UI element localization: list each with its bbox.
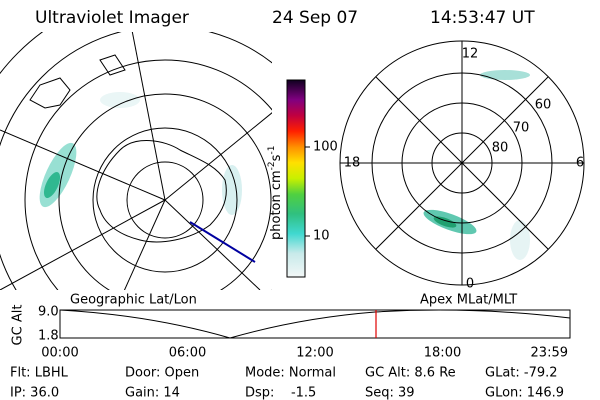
info-field: Flt: LBHL	[10, 366, 69, 381]
info-field: IP: 36.0	[10, 386, 59, 400]
mlt-label: 18	[344, 156, 361, 171]
date: 24 Sep 07	[272, 8, 358, 28]
info-field: GLat: -79.2	[485, 366, 558, 381]
panel-label: Apex MLat/MLT	[420, 293, 517, 308]
timeline-ytick: 9.0	[38, 305, 59, 320]
info-field: Seq: 39	[365, 386, 415, 400]
timeline	[59, 309, 571, 339]
timeline-xtick: 23:59	[531, 346, 568, 361]
geographic-image	[0, 32, 272, 290]
info-field: Mode: Normal	[245, 366, 336, 381]
colorbar-tick: 10	[313, 229, 330, 244]
time: 14:53:47 UT	[430, 8, 535, 28]
colorbar-label: photon cm-2s-1	[267, 146, 284, 240]
mlt-label: 6	[576, 156, 584, 171]
polar-plot	[339, 40, 585, 286]
timeline-ytick: 1.8	[38, 329, 59, 344]
timeline-xtick: 12:00	[296, 346, 333, 361]
timeline-xtick: 06:00	[169, 346, 206, 361]
mlt-label: 0	[466, 277, 474, 292]
info-field: Door: Open	[125, 366, 199, 381]
info-field: GC Alt: 8.6 Re	[365, 366, 456, 381]
mlat-label: 70	[513, 121, 530, 136]
timeline-ylabel: GC Alt	[11, 305, 26, 346]
mlat-label: 80	[492, 141, 509, 156]
panel-label: Geographic Lat/Lon	[70, 293, 197, 308]
mlat-label: 60	[535, 98, 552, 113]
info-field: Dsp: -1.5	[245, 386, 316, 400]
timeline-xtick: 00:00	[41, 346, 78, 361]
mlt-label: 12	[462, 47, 479, 62]
info-field: GLon: 146.9	[485, 386, 564, 400]
info-field: Gain: 14	[125, 386, 180, 400]
colorbar-tick: 100	[313, 140, 338, 155]
timeline-xtick: 18:00	[424, 346, 461, 361]
title: Ultraviolet Imager	[35, 8, 189, 28]
colorbar	[286, 79, 306, 278]
